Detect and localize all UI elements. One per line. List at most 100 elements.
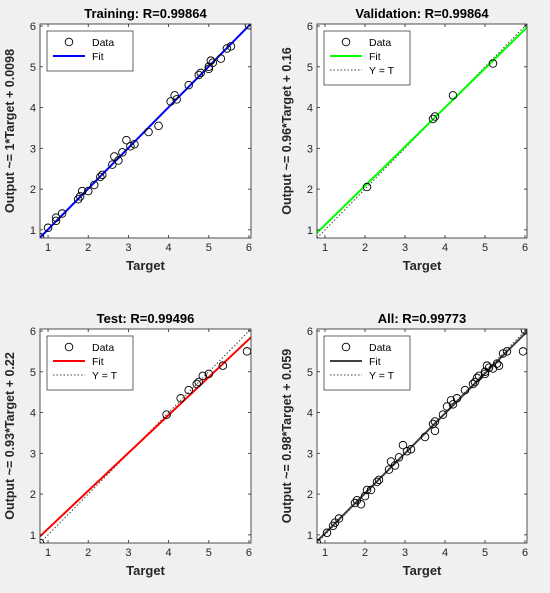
data-point: [162, 410, 171, 419]
legend-label: Fit: [369, 356, 381, 368]
data-point: [57, 209, 67, 218]
y-tick-label: 2: [307, 489, 313, 501]
y-tick-label: 6: [30, 21, 36, 33]
x-tick-label: 3: [125, 242, 131, 254]
plot-contents: [317, 24, 527, 238]
x-tick-label: 2: [85, 547, 91, 559]
data-point: [83, 186, 93, 196]
axes-border: [39, 328, 252, 544]
data-point: [438, 410, 448, 419]
axes-border: [316, 328, 528, 544]
data-point: [206, 56, 216, 65]
fit-line: [317, 330, 527, 542]
data-point: [520, 329, 527, 335]
legend-box: [46, 335, 134, 391]
data-point: [144, 127, 153, 137]
legend-label: Y = T: [369, 370, 395, 382]
y-tick-label: 1: [30, 225, 36, 237]
x-tick-label: 1: [322, 547, 328, 559]
data-point: [428, 114, 438, 124]
x-tick-label: 5: [482, 547, 488, 559]
y-tick-label: 6: [307, 21, 313, 33]
data-point: [394, 453, 404, 462]
data-point: [472, 373, 482, 383]
x-tick-label: 4: [442, 242, 448, 254]
y-tick-label: 5: [30, 62, 36, 74]
data-point: [176, 394, 185, 403]
data-point: [430, 112, 440, 121]
data-point: [216, 54, 226, 63]
data-point: [356, 500, 366, 509]
data-point: [194, 377, 204, 387]
data-point: [154, 121, 163, 131]
data-point: [384, 465, 394, 474]
y-axis-label: Output ~= 0.93*Target + 0.22: [3, 352, 17, 520]
y-tick-label: 2: [30, 184, 36, 196]
plot-title: Test: R=0.99496: [97, 311, 195, 326]
data-point: [406, 444, 416, 454]
plot-panel-2: 1 2 3 4 5 6 1 2 3 4 5 6 Validation: R=0.99864 Target O…: [280, 6, 528, 273]
data-point: [184, 80, 193, 90]
data-point: [494, 361, 504, 370]
y-tick-label: 4: [30, 408, 36, 420]
data-point: [208, 58, 218, 67]
data-point: [460, 385, 470, 395]
data-point: [166, 97, 175, 106]
data-point: [108, 160, 117, 169]
data-point: [430, 426, 440, 436]
legend-box: [323, 30, 411, 86]
axes-border: [39, 23, 252, 239]
plot-title: Validation: R=0.99864: [355, 6, 489, 21]
data-point: [480, 369, 490, 379]
data-point: [226, 42, 236, 51]
data-point: [398, 440, 408, 450]
data-point: [204, 64, 214, 74]
data-point: [192, 379, 201, 389]
y-tick-label: 6: [30, 326, 36, 338]
legend-label: Data: [92, 37, 114, 49]
x-tick-label: 1: [322, 242, 328, 254]
data-point: [51, 216, 61, 226]
data-point: [130, 139, 139, 149]
y-tick-label: 3: [30, 448, 36, 460]
data-point: [194, 70, 204, 80]
legend: Data Fit Y = T: [46, 335, 134, 391]
data-point: [366, 485, 376, 495]
x-axis-label: Target: [126, 563, 165, 578]
legend-box: [46, 30, 134, 72]
data-point: [198, 371, 208, 381]
y-tick-label: 1: [30, 530, 36, 542]
data-point: [122, 135, 131, 145]
legend-data-marker: [341, 37, 351, 47]
x-tick-label: 3: [402, 242, 408, 254]
plot-panel-1: 1 2 3 4 5 6 1 2 3 4 5 6 Training: R=0.99864 Target Out…: [3, 6, 252, 273]
data-point: [184, 385, 193, 395]
y-tick-label: 5: [30, 367, 36, 379]
data-point: [196, 68, 206, 78]
plot-panel-3: 1 2 3 4 5 6 1 2 3 4 5 6 Test: R=0.99496 Target Output …: [3, 311, 252, 578]
y-tick-label: 2: [307, 184, 313, 196]
data-point: [77, 186, 87, 196]
plot-panel-4: 1 2 3 4 5 6 1 2 3 4 5 6 All: R=0.99773 Target Output ~…: [280, 311, 528, 578]
y-tick-label: 6: [307, 326, 313, 338]
x-tick-label: 1: [45, 547, 51, 559]
y-tick-label: 3: [30, 143, 36, 155]
data-point: [90, 180, 99, 190]
y-tick-label: 5: [307, 62, 313, 74]
legend-data-marker: [341, 342, 351, 352]
data-point: [73, 195, 83, 204]
data-point: [474, 371, 484, 381]
data-point: [430, 417, 440, 426]
data-point: [218, 361, 228, 370]
data-point: [470, 377, 480, 387]
data-point: [114, 156, 123, 165]
legend-label: Y = T: [92, 370, 118, 382]
legend-label: Fit: [92, 51, 104, 63]
y-tick-label: 2: [30, 489, 36, 501]
data-point: [170, 91, 179, 100]
x-axis-label: Target: [126, 258, 165, 273]
y-tick-label: 1: [307, 530, 313, 542]
x-axis-label: Target: [403, 563, 442, 578]
fit-line: [40, 336, 251, 538]
